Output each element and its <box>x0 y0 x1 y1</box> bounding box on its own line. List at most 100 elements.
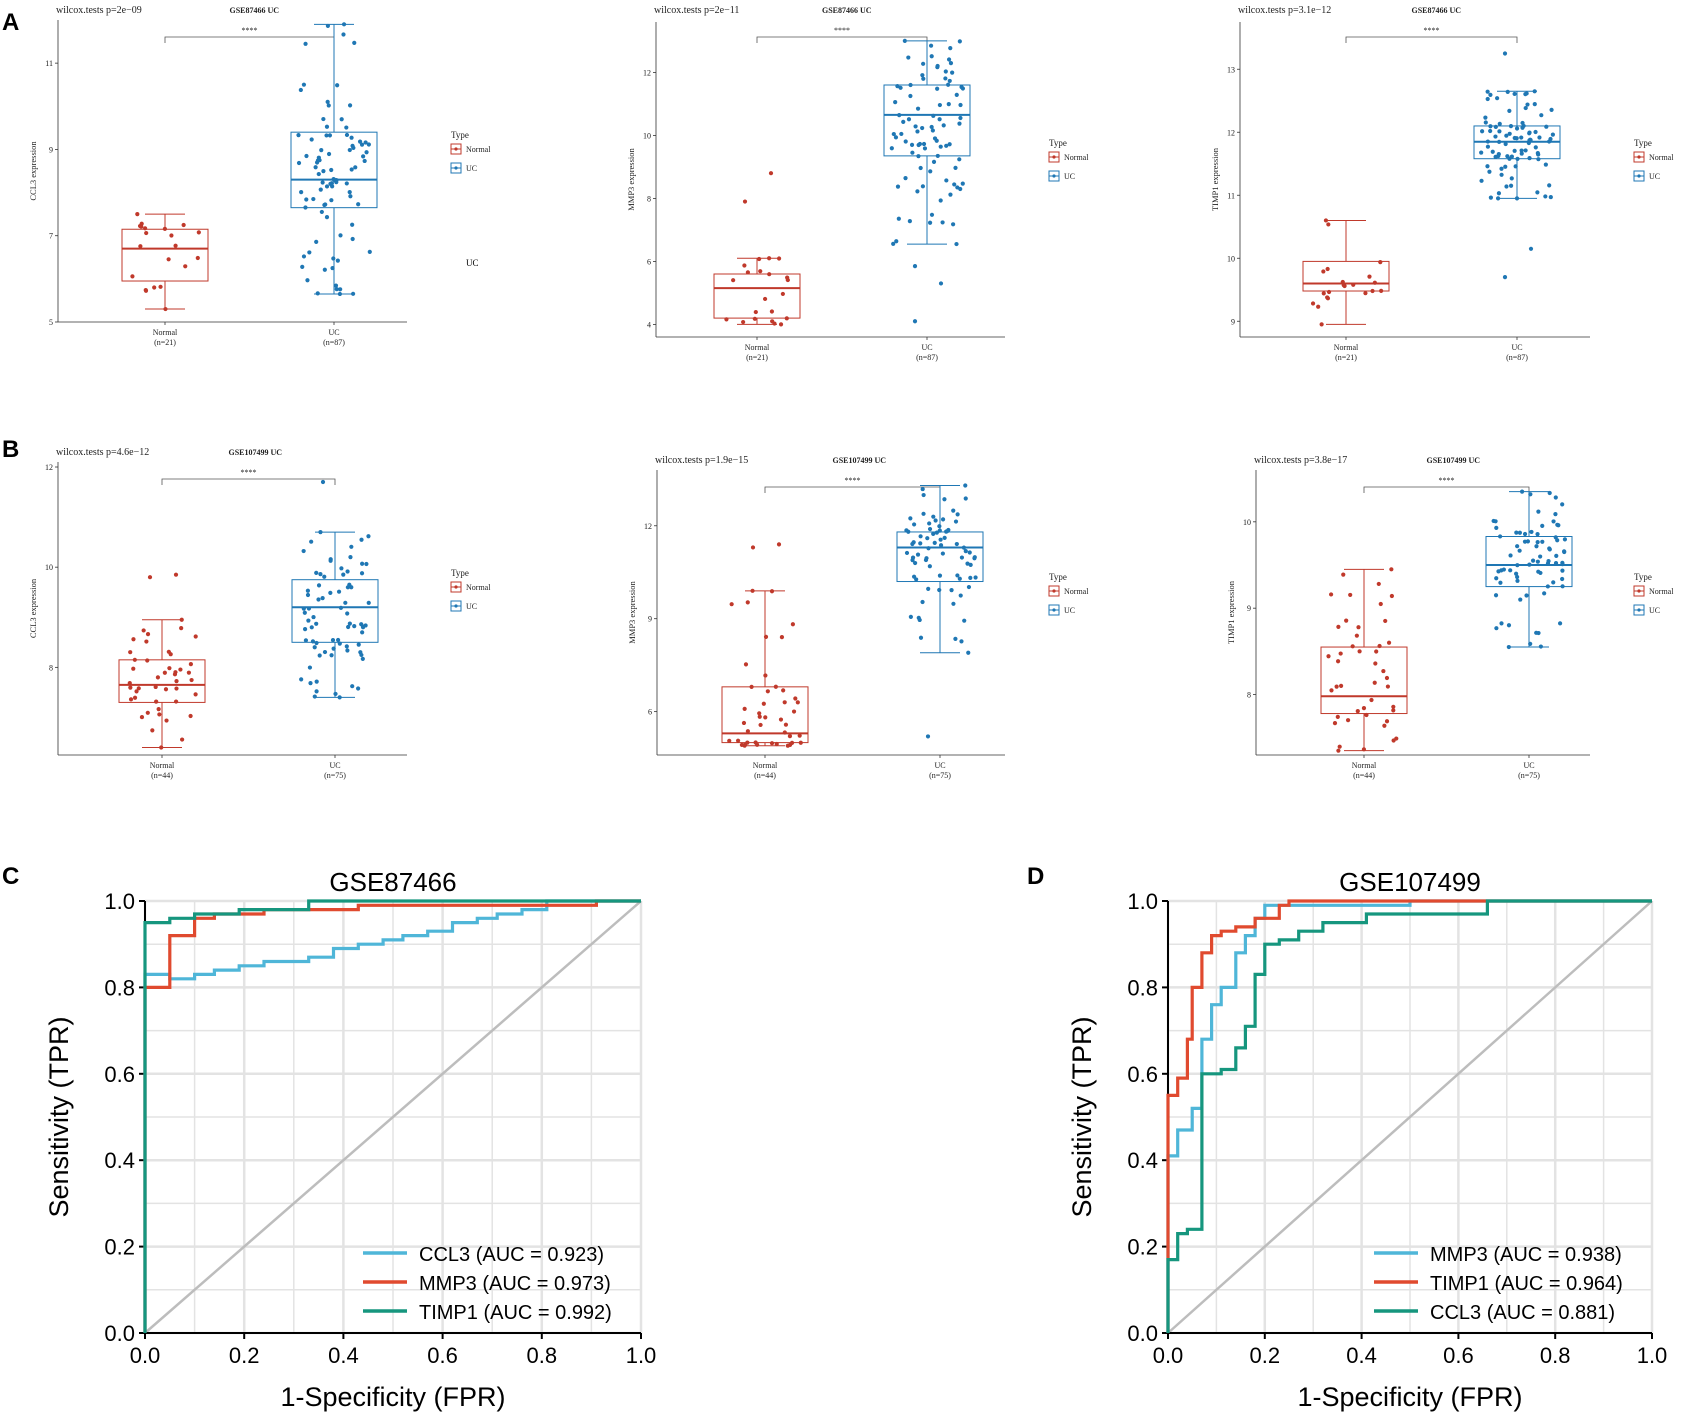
legend-label-normal: Normal <box>466 145 491 154</box>
data-point <box>188 662 193 667</box>
data-point <box>1553 561 1559 566</box>
data-point <box>1514 571 1519 576</box>
data-point <box>128 685 133 690</box>
data-point <box>891 241 896 246</box>
data-point <box>1520 120 1525 126</box>
data-point <box>1535 539 1540 545</box>
data-point <box>951 222 956 227</box>
data-point <box>953 519 959 524</box>
data-point <box>1354 633 1359 638</box>
data-point <box>1535 151 1540 156</box>
data-point <box>1547 490 1552 496</box>
x-tick-label: 0.2 <box>229 1343 260 1368</box>
data-point <box>300 264 305 269</box>
signif-stars: **** <box>834 26 850 35</box>
legend-label-normal: Normal <box>1064 587 1089 596</box>
data-point <box>1517 548 1522 553</box>
data-point <box>1504 133 1509 138</box>
data-point <box>757 256 762 262</box>
data-point <box>173 670 178 675</box>
data-point <box>1488 92 1493 98</box>
x-tick-label: 0.4 <box>328 1343 359 1368</box>
data-point <box>319 148 324 153</box>
legend-key-dot <box>1052 608 1056 612</box>
data-point <box>929 54 934 59</box>
data-point <box>1508 568 1513 573</box>
data-point <box>938 537 943 542</box>
data-point <box>131 637 136 642</box>
data-point <box>1493 134 1498 139</box>
x-tick-label: 0.6 <box>427 1343 458 1368</box>
data-point <box>784 316 789 321</box>
data-point <box>755 742 760 747</box>
data-point <box>785 275 790 280</box>
data-point <box>904 528 909 533</box>
data-point <box>1515 156 1520 161</box>
legend-title: Type <box>1634 138 1652 148</box>
test-label: wilcox.tests p=4.6e−12 <box>56 447 149 458</box>
data-point <box>341 572 346 577</box>
data-point <box>345 648 350 653</box>
data-point <box>1503 164 1508 169</box>
data-point <box>935 86 940 91</box>
data-point <box>1337 744 1342 749</box>
data-point <box>155 675 161 680</box>
data-point <box>1507 108 1512 113</box>
data-point <box>1487 169 1492 174</box>
data-point <box>347 147 352 153</box>
box-iqr <box>118 659 206 703</box>
data-point <box>893 100 898 105</box>
data-point <box>316 583 322 588</box>
data-point <box>897 112 902 118</box>
data-point <box>1348 592 1353 598</box>
data-point <box>928 43 934 48</box>
data-point <box>935 153 940 159</box>
data-point <box>916 142 921 148</box>
data-point <box>1483 115 1488 120</box>
data-point <box>790 622 795 627</box>
legend-label: TIMP1 (AUC = 0.992) <box>419 1302 612 1324</box>
y-tick-label: 0.8 <box>1127 975 1158 1000</box>
data-point <box>322 267 327 272</box>
x-tick-n-label: (n=75) <box>929 771 951 780</box>
data-point <box>1504 184 1509 189</box>
y-axis-label: CCL3 expression <box>28 578 38 638</box>
data-point <box>772 321 777 326</box>
data-point <box>128 697 134 702</box>
signif-bracket <box>1345 36 1518 43</box>
data-point <box>927 564 932 569</box>
data-point <box>1540 539 1545 544</box>
data-point <box>1364 712 1369 718</box>
data-point <box>315 291 320 296</box>
data-point <box>144 230 149 236</box>
x-tick-label: Normal <box>1334 343 1359 352</box>
data-point <box>345 569 350 574</box>
data-point <box>352 624 357 629</box>
data-point <box>364 561 369 567</box>
data-point <box>324 124 330 129</box>
y-axis-label: TIMP1 expression <box>1226 580 1236 644</box>
box-normal: Normal(n=21) <box>713 171 801 362</box>
legend-label-normal: Normal <box>1649 587 1674 596</box>
legend-label-normal: Normal <box>1064 153 1089 162</box>
data-point <box>312 645 317 650</box>
data-point <box>325 23 331 29</box>
data-point <box>912 522 917 527</box>
y-tick-label: 5 <box>49 318 53 327</box>
x-tick-label: 0.4 <box>1346 1343 1377 1368</box>
x-tick-label: 0.0 <box>130 1343 161 1368</box>
data-point <box>937 102 942 108</box>
data-point <box>169 233 174 238</box>
legend-label-uc: UC <box>1649 606 1660 615</box>
data-point <box>173 243 178 248</box>
data-point <box>347 582 352 587</box>
data-point <box>302 610 307 615</box>
signif-stars: **** <box>845 476 861 485</box>
data-point <box>1356 625 1361 630</box>
legend-title: Type <box>451 130 469 140</box>
data-point <box>767 272 772 277</box>
data-point <box>1557 621 1563 626</box>
data-point <box>1549 107 1554 112</box>
data-point <box>910 541 915 547</box>
x-tick-label: Normal <box>153 328 178 337</box>
